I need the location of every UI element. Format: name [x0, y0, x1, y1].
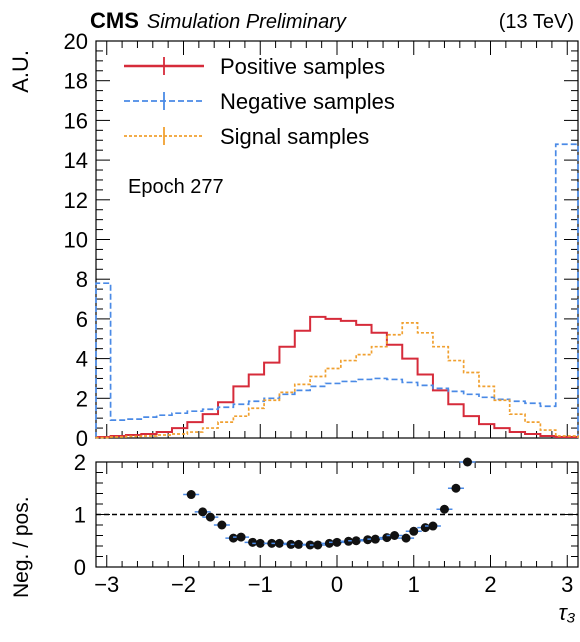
- ratio-point: [255, 538, 265, 548]
- histogram-negative: [95, 143, 579, 438]
- ratio-point: [198, 507, 208, 517]
- main-y-axis-label: A.U.: [8, 50, 33, 93]
- x-tick-label: 2: [484, 572, 496, 597]
- histogram-signal: [95, 322, 579, 439]
- main-y-tick-label: 12: [64, 188, 88, 213]
- status-label: Simulation Preliminary: [147, 11, 347, 33]
- ratio-point: [205, 512, 215, 522]
- legend-label-signal: Signal samples: [220, 124, 369, 149]
- legend-label-negative: Negative samples: [220, 89, 395, 114]
- main-y-tick-label: 10: [64, 228, 88, 253]
- ratio-point: [382, 533, 392, 543]
- ratio-point: [248, 537, 258, 547]
- x-tick-label: −2: [171, 572, 196, 597]
- ratio-point: [401, 533, 411, 543]
- main-y-tick-label: 4: [76, 347, 88, 372]
- main-y-tick-label: 6: [76, 307, 88, 332]
- energy-label: (13 TeV): [499, 11, 574, 33]
- main-y-tick-label: 2: [76, 386, 88, 411]
- histogram-positive: [95, 315, 579, 439]
- ratio-point: [370, 534, 380, 544]
- main-y-tick-label: 16: [64, 108, 88, 133]
- experiment-label: CMS: [90, 8, 139, 33]
- ratio-point: [313, 540, 323, 550]
- epoch-annotation: Epoch 277: [128, 176, 224, 198]
- ratio-point: [390, 531, 400, 540]
- x-tick-label: 0: [331, 572, 343, 597]
- x-tick-label: 3: [561, 572, 573, 597]
- x-axis-label: τ₃: [559, 600, 576, 625]
- legend-label-positive: Positive samples: [220, 54, 385, 79]
- ratio-point: [274, 538, 284, 548]
- ratio-point: [451, 483, 461, 493]
- ratio-point: [428, 521, 438, 531]
- ratio-point: [294, 539, 304, 549]
- ratio-point: [217, 520, 227, 530]
- ratio-point: [236, 532, 246, 542]
- x-tick-label: −1: [248, 572, 273, 597]
- ratio-point: [332, 537, 342, 547]
- main-y-tick-label: 8: [76, 267, 88, 292]
- ratio-point: [228, 533, 238, 543]
- ratio-point: [186, 490, 196, 500]
- ratio-point: [324, 538, 334, 548]
- legend: Positive samples Negative samples Signal s…: [124, 54, 395, 149]
- ratio-y-tick-label: 0: [74, 555, 86, 580]
- main-plot: 0 2 4 6 8 10 12 14 16 18 20: [64, 29, 579, 451]
- ratio-y-tick-label: 2: [74, 450, 86, 475]
- x-tick-label: −3: [94, 572, 119, 597]
- main-y-tick-label: 0: [76, 426, 88, 451]
- main-y-tick-label: 20: [64, 29, 88, 54]
- ratio-y-tick-label: 1: [74, 503, 86, 528]
- ratio-plot: 0 1 2 −3 −2 −1 0 1 2 3: [74, 450, 579, 597]
- ratio-point: [420, 523, 430, 533]
- ratio-point: [409, 526, 419, 536]
- x-tick-label: 1: [408, 572, 420, 597]
- ratio-point: [439, 504, 449, 514]
- main-y-tick-label: 14: [64, 148, 88, 173]
- main-y-tick-label: 18: [64, 69, 88, 94]
- ratio-y-axis-label: Neg. / pos.: [10, 496, 33, 598]
- ratio-point: [462, 457, 472, 467]
- ratio-point: [351, 536, 361, 546]
